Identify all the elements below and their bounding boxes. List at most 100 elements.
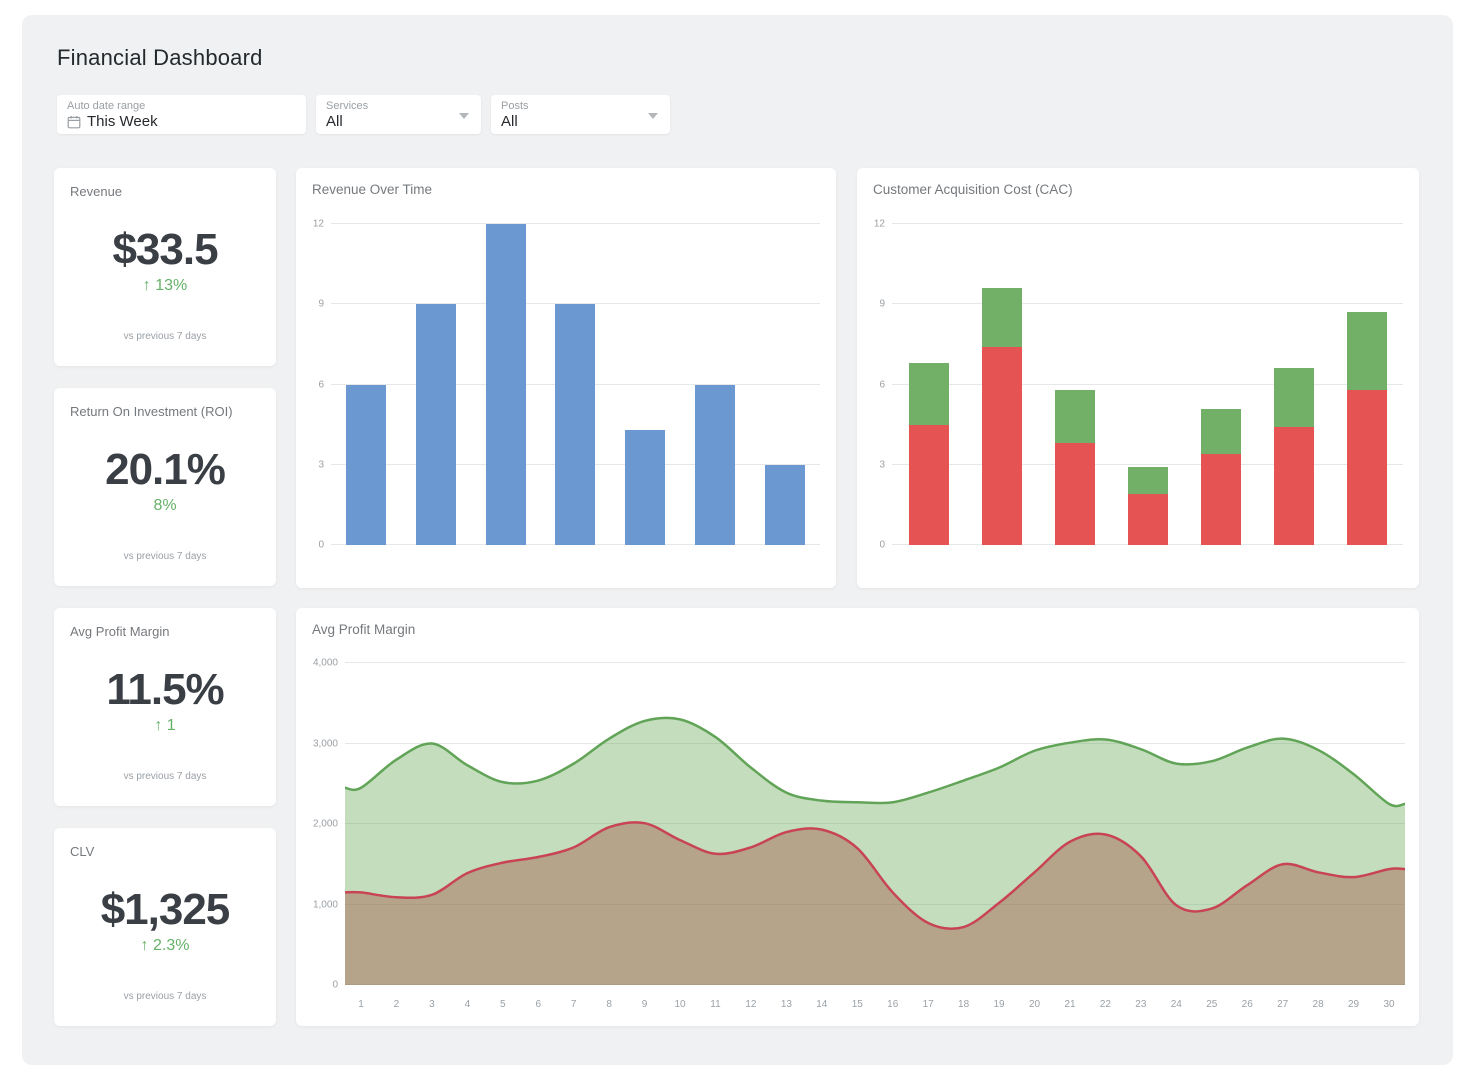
bar bbox=[1127, 467, 1168, 545]
bar bbox=[764, 464, 805, 545]
date-range-label: Auto date range bbox=[67, 100, 146, 112]
bar-segment-green bbox=[1127, 467, 1168, 495]
bar-segment-green bbox=[1346, 312, 1387, 390]
kpi-delta: ↑ 1 bbox=[154, 717, 176, 734]
x-axis-tick-label: 15 bbox=[851, 999, 863, 1010]
posts-filter[interactable]: Posts All bbox=[491, 95, 670, 134]
y-axis-tick-label: 4,000 bbox=[312, 657, 338, 669]
date-range-value[interactable]: This Week bbox=[87, 113, 158, 130]
x-axis-tick-label: 6 bbox=[535, 999, 542, 1010]
y-axis-tick-label: 0 bbox=[332, 979, 338, 991]
gridline bbox=[345, 903, 1405, 905]
kpi-note: vs previous 7 days bbox=[123, 991, 207, 1002]
gridline bbox=[345, 742, 1405, 744]
bar bbox=[695, 384, 736, 545]
gridline bbox=[345, 984, 1405, 985]
bar-segment-red bbox=[1127, 494, 1168, 545]
y-axis-tick-label: 9 bbox=[318, 298, 324, 310]
y-axis-tick-label: 1,000 bbox=[312, 899, 338, 910]
x-axis-tick-label: 13 bbox=[780, 999, 792, 1010]
bar-segment-red bbox=[1200, 454, 1241, 545]
x-axis-tick-label: 2 bbox=[393, 999, 400, 1010]
avg-profit-margin-chart: Avg Profit Margin 0 1,000 2,000 3,000 4,000 … bbox=[296, 608, 1419, 1026]
kpi-card-roi: Return On Investment (ROI) 20.1% 8% vs p… bbox=[54, 388, 276, 586]
gridline bbox=[892, 463, 1403, 465]
x-axis-tick-label: 3 bbox=[429, 999, 435, 1010]
x-axis-tick-label: 4 bbox=[464, 999, 471, 1010]
kpi-delta: ↑ 2.3% bbox=[140, 937, 190, 954]
y-axis-tick-label: 3 bbox=[318, 459, 324, 471]
x-axis-tick-label: 25 bbox=[1206, 999, 1218, 1010]
x-axis-tick-label: 26 bbox=[1241, 999, 1253, 1010]
bar-segment-green bbox=[981, 288, 1022, 348]
gridline bbox=[345, 662, 1405, 663]
bar-segment-green bbox=[908, 363, 949, 425]
x-axis-tick-label: 30 bbox=[1383, 999, 1395, 1010]
x-axis-tick-label: 16 bbox=[887, 999, 899, 1010]
kpi-title: CLV bbox=[70, 844, 95, 859]
x-axis-tick-label: 23 bbox=[1135, 999, 1147, 1010]
y-axis-tick-label: 6 bbox=[879, 379, 885, 390]
date-range-filter[interactable]: Auto date range This Week bbox=[57, 95, 306, 134]
x-axis-tick-label: 5 bbox=[500, 999, 506, 1010]
y-axis-tick-label: 6 bbox=[318, 379, 324, 390]
chart-title: Customer Acquisition Cost (CAC) bbox=[873, 182, 1073, 197]
area-chart-canvas bbox=[345, 716, 1405, 985]
y-axis-tick-label: 3,000 bbox=[312, 738, 338, 749]
y-axis-tick-label: 9 bbox=[879, 298, 885, 310]
gridline bbox=[331, 223, 820, 224]
posts-label: Posts bbox=[501, 100, 529, 112]
area-plot: 0 1,000 2,000 3,000 4,000 bbox=[313, 658, 1405, 991]
area-line-red bbox=[345, 821, 1405, 931]
services-label: Services bbox=[326, 100, 369, 112]
gridline bbox=[892, 303, 1403, 305]
x-axis-tick-label: 11 bbox=[710, 999, 721, 1010]
bar bbox=[345, 384, 386, 545]
y-axis-tick-label: 3 bbox=[879, 459, 885, 471]
bar bbox=[485, 224, 526, 545]
bar-segment-green bbox=[1200, 408, 1241, 455]
x-axis-tick-label: 1 bbox=[358, 999, 364, 1010]
kpi-note: vs previous 7 days bbox=[123, 331, 207, 342]
gridline bbox=[345, 823, 1405, 824]
x-axis-tick-label: 29 bbox=[1347, 999, 1360, 1010]
y-axis-tick-label: 12 bbox=[873, 218, 885, 230]
bar-segment-red bbox=[981, 347, 1022, 545]
bar-segment-red bbox=[1054, 443, 1095, 545]
bar bbox=[415, 304, 456, 545]
y-axis-tick-label: 0 bbox=[879, 539, 885, 551]
bar-segment-green bbox=[1273, 368, 1314, 428]
kpi-card-avg-profit-margin: Avg Profit Margin 11.5% ↑ 1 vs previous … bbox=[54, 608, 276, 806]
kpi-title: Revenue bbox=[70, 184, 123, 199]
x-axis-tick-label: 18 bbox=[958, 999, 970, 1010]
bar bbox=[1273, 368, 1314, 545]
bar bbox=[981, 288, 1022, 545]
bar bbox=[908, 363, 949, 545]
x-axis-tick-label: 10 bbox=[674, 999, 686, 1010]
area-fill-green bbox=[345, 717, 1405, 985]
bar bbox=[1200, 408, 1241, 545]
chart-title: Avg Profit Margin bbox=[312, 622, 416, 637]
kpi-value: 20.1% bbox=[105, 445, 226, 494]
chevron-down-icon[interactable] bbox=[648, 113, 658, 119]
kpi-card-revenue: Revenue $33.5 ↑ 13% vs previous 7 days bbox=[54, 168, 276, 366]
kpi-title: Return On Investment (ROI) bbox=[70, 404, 233, 419]
y-axis-tick-label: 0 bbox=[318, 539, 324, 551]
bars-container bbox=[892, 224, 1403, 545]
cac-chart: Customer Acquisition Cost (CAC) 0 3 6 9 12 bbox=[857, 168, 1419, 588]
gridline bbox=[331, 303, 820, 305]
services-filter[interactable]: Services All bbox=[316, 95, 481, 134]
bar-segment-red bbox=[1346, 389, 1387, 545]
x-axis-tick-label: 8 bbox=[606, 999, 612, 1010]
posts-value[interactable]: All bbox=[501, 113, 518, 130]
x-axis-tick-label: 28 bbox=[1312, 999, 1324, 1010]
kpi-title: Avg Profit Margin bbox=[70, 624, 170, 639]
y-axis-tick-label: 2,000 bbox=[312, 818, 338, 830]
chevron-down-icon[interactable] bbox=[459, 113, 469, 119]
kpi-note: vs previous 7 days bbox=[123, 771, 207, 782]
x-axis-tick-label: 20 bbox=[1028, 999, 1041, 1010]
kpi-card-clv: CLV $1,325 ↑ 2.3% vs previous 7 days bbox=[54, 828, 276, 1026]
page-title: Financial Dashboard bbox=[57, 45, 263, 70]
services-value[interactable]: All bbox=[326, 113, 343, 130]
